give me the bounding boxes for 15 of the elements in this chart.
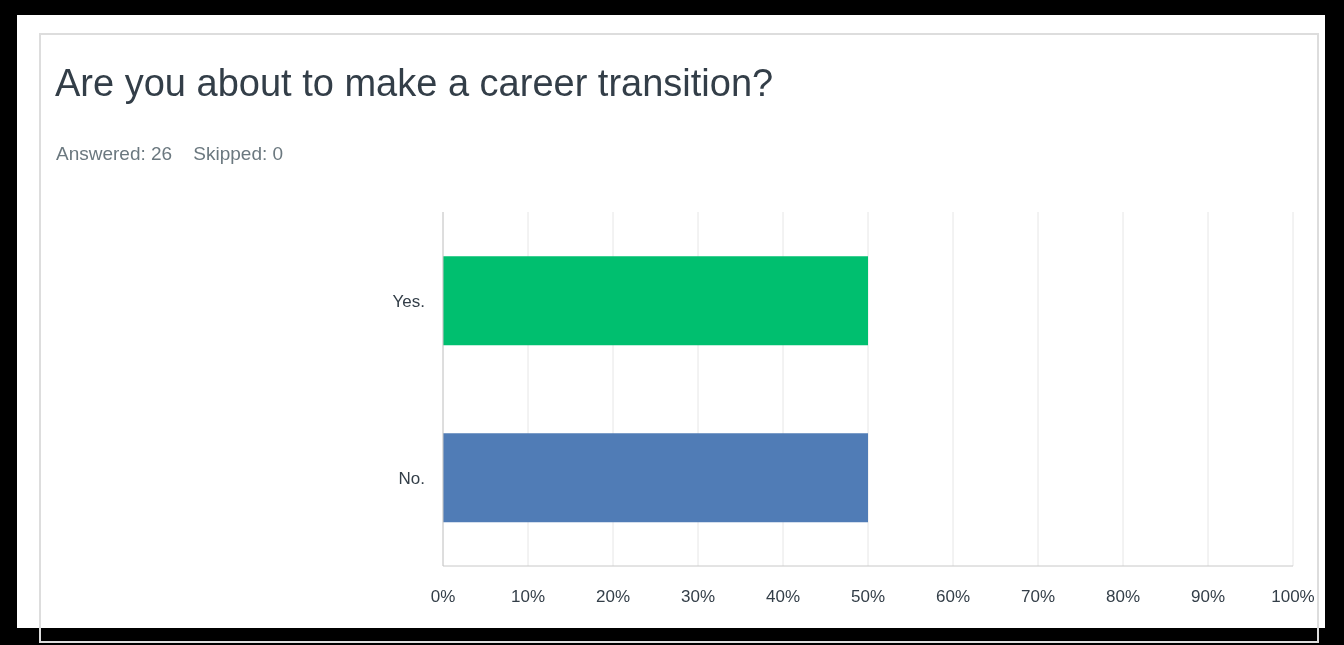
text: Answered: 26 Skipped: 0 bbox=[56, 143, 284, 165]
x-tick-label: 20% bbox=[595, 587, 631, 607]
y-tick-label: No. bbox=[398, 468, 425, 488]
x-tick-label: 30% bbox=[680, 587, 716, 607]
x-tick-label: 10% bbox=[510, 587, 546, 607]
x-tick-label: 80% bbox=[1105, 587, 1141, 607]
x-tick-label: 40% bbox=[765, 587, 801, 607]
chart-title: Are you about to make a career transition? bbox=[55, 62, 774, 105]
y-tick-label: Yes. bbox=[392, 291, 425, 311]
x-tick-label: 60% bbox=[935, 587, 971, 607]
x-tick-label: 90% bbox=[1190, 587, 1226, 607]
x-tick-label: 70% bbox=[1020, 587, 1056, 607]
x-tick-label: 100% bbox=[1271, 587, 1315, 607]
x-tick-label: 50% bbox=[850, 587, 886, 607]
x-tick-label: 0% bbox=[430, 587, 456, 607]
